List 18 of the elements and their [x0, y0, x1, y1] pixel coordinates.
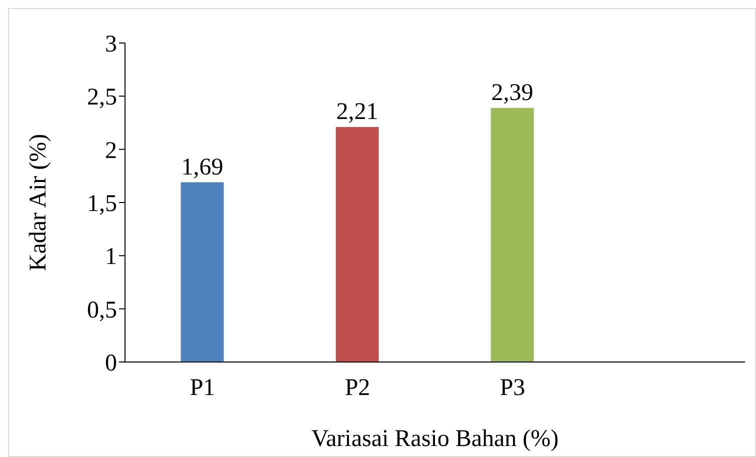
- data-label: 1,69: [181, 154, 224, 180]
- y-tick-label: 0,5: [87, 297, 117, 324]
- bar: [490, 108, 534, 362]
- bar: [336, 127, 379, 362]
- y-tick-label: 2,5: [87, 84, 117, 111]
- y-tick-label: 2: [105, 138, 117, 164]
- bar: [180, 182, 224, 362]
- y-tick-label: 3: [105, 32, 117, 58]
- y-tick-label: 1: [105, 244, 117, 270]
- x-tick-label: P2: [344, 375, 370, 402]
- data-label: 2,21: [336, 99, 378, 126]
- x-axis-title: Variasai Rasio Bahan (%): [311, 426, 559, 452]
- x-tick-label: P3: [500, 375, 526, 402]
- y-tick-label: 0: [105, 350, 117, 377]
- x-tick-label: P1: [190, 375, 216, 402]
- y-tick-label: 1,5: [87, 191, 117, 218]
- data-label: 2,39: [491, 80, 534, 106]
- y-axis-title: Kadar Air (%): [26, 134, 52, 272]
